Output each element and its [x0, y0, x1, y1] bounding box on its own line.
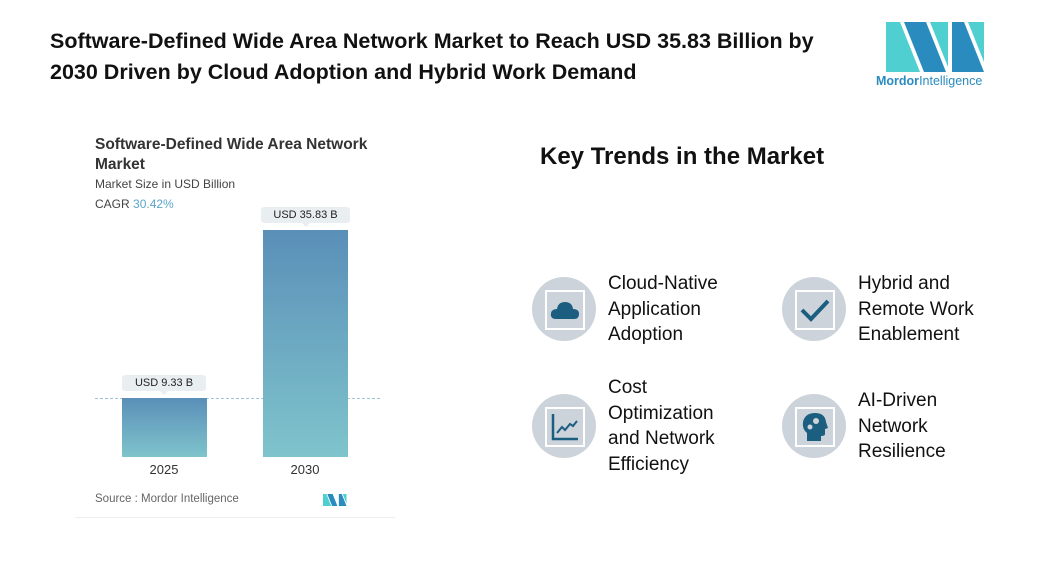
checkmark-icon [795, 290, 835, 330]
x-tick-label: 2030 [290, 462, 320, 477]
bar-2030 [263, 230, 348, 457]
chart-title: Software-Defined Wide Area Network Marke… [95, 136, 368, 173]
data-label: USD 9.33 B [122, 374, 206, 395]
trend-label: Cost Optimization and Network Efficiency [608, 377, 715, 475]
cloud-icon [545, 290, 585, 330]
source-logo [323, 494, 347, 506]
source-note: Source : Mordor Intelligence [95, 493, 239, 505]
cagr: CAGR 30.42% [95, 197, 174, 211]
head-gears-icon [795, 407, 835, 447]
headline: Software-Defined Wide Area Network Marke… [50, 29, 814, 84]
key-trends-title: Key Trends in the Market [540, 143, 825, 170]
bar-2025 [122, 397, 207, 457]
trend-hybrid-work: Hybrid and Remote Work Enablement [782, 273, 1032, 377]
reference-line [95, 397, 380, 399]
trend-cloud-native: Cloud-Native Application Adoption [532, 273, 782, 377]
x-tick-label: 2025 [149, 462, 179, 477]
trend-label: Hybrid and Remote Work Enablement [858, 273, 974, 345]
growth-chart-icon [545, 407, 585, 447]
trend-label: AI-Driven Network Resilience [858, 390, 946, 462]
chart-subtitle: Market Size in USD Billion [95, 177, 236, 191]
data-label: USD 35.83 B [261, 207, 350, 227]
logo-text: MordorIntelligence [876, 74, 983, 88]
trend-ai-driven: AI-Driven Network Resilience [782, 390, 1032, 494]
mordor-logo [886, 22, 984, 72]
trend-cost-optimization: Cost Optimization and Network Efficiency [532, 377, 782, 494]
chart-panel: Software-Defined Wide Area Network Marke… [75, 125, 395, 518]
trend-label: Cloud-Native Application Adoption [608, 273, 718, 345]
